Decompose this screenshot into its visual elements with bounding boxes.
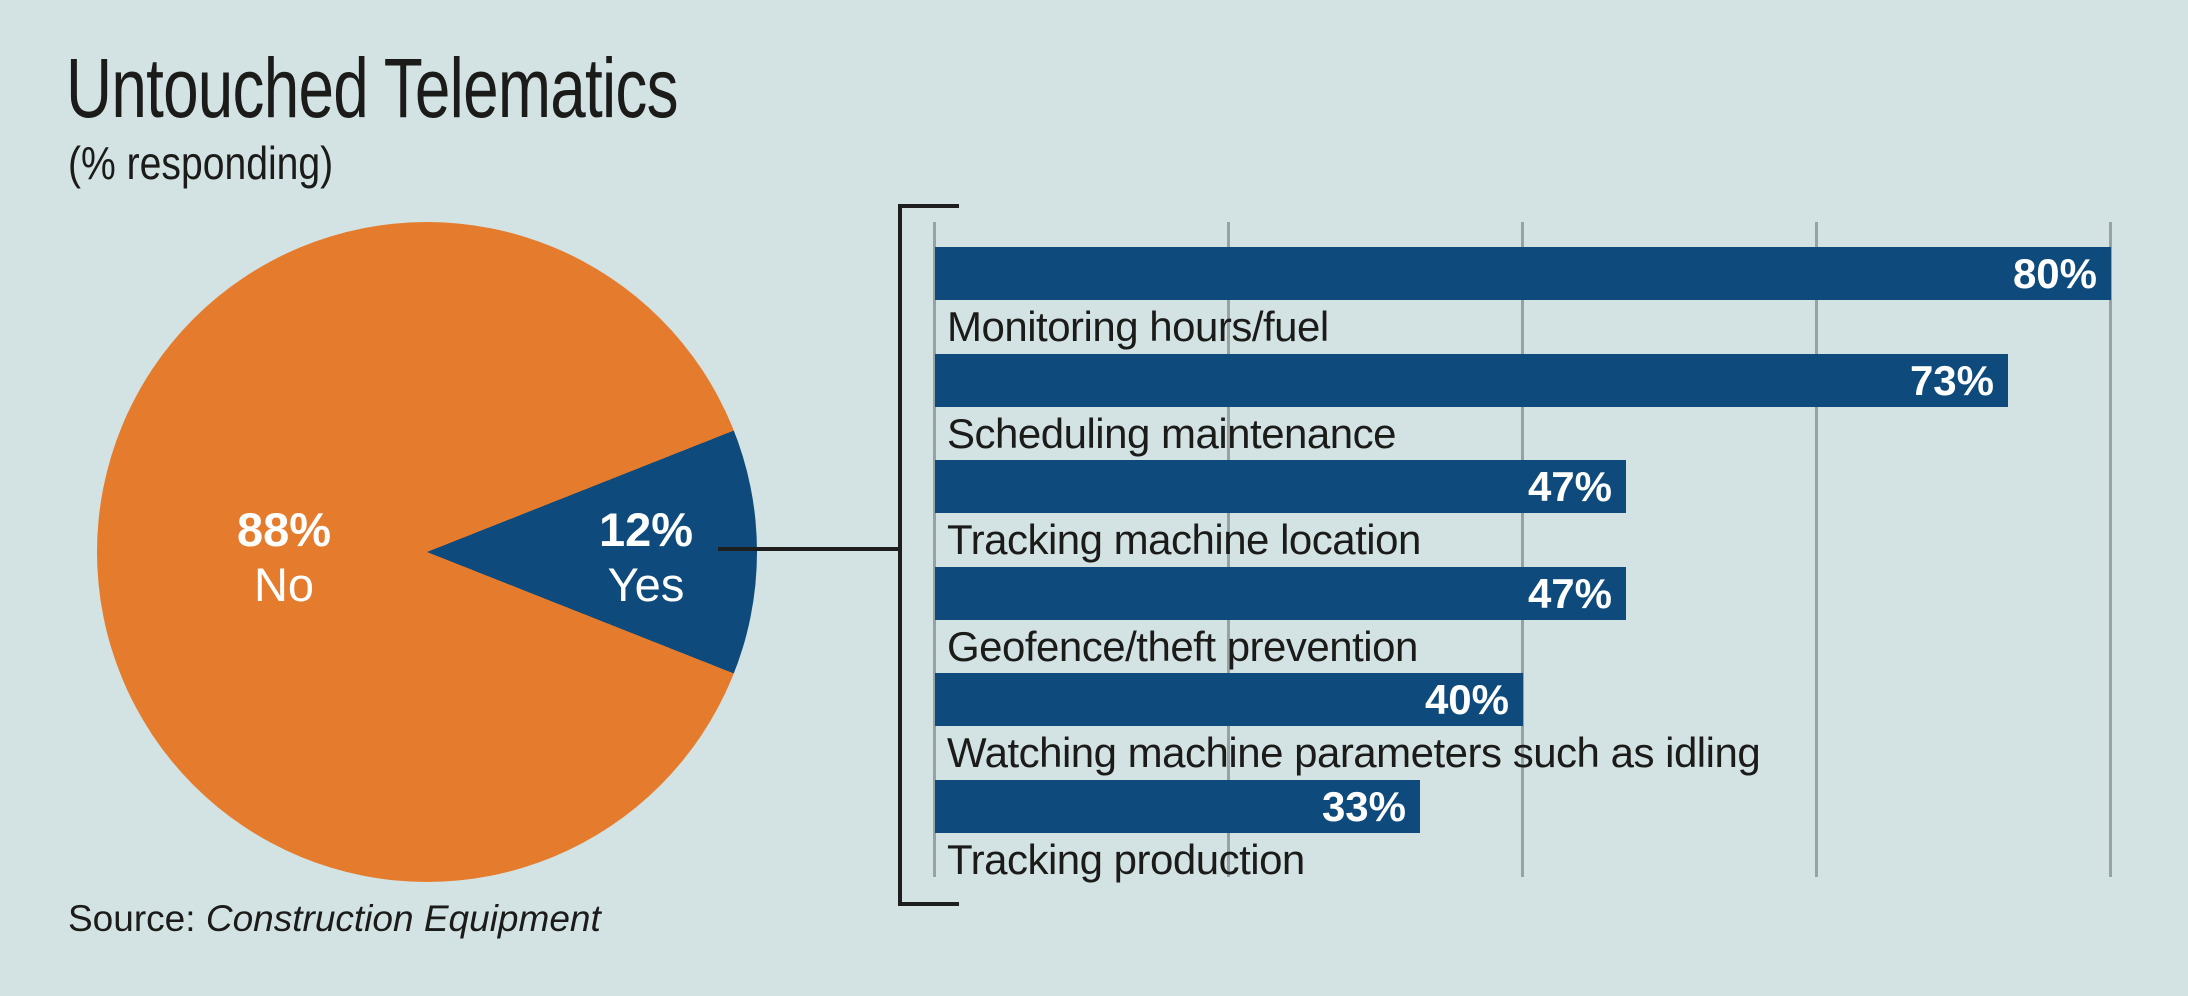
bracket (898, 204, 959, 906)
chart-title: Untouched Telematics (66, 41, 678, 135)
bar: 73% (935, 354, 2008, 407)
bar: 47% (935, 567, 1626, 620)
connector-line (718, 547, 900, 551)
bar: 47% (935, 460, 1626, 513)
pie-slice-label-no: No (253, 558, 315, 611)
gridline-40pct (1521, 222, 1524, 877)
gridline-80pct (2109, 222, 2112, 877)
source-note: Source: Construction Equipment (68, 896, 601, 942)
pie-slice-label-yes: Yes (607, 558, 685, 611)
bar-category-label: Tracking production (947, 836, 1305, 883)
bar-category-label: Monitoring hours/fuel (947, 303, 1329, 350)
pie-chart (97, 222, 757, 882)
bar-value: 47% (1527, 570, 1612, 617)
bar: 33% (935, 780, 1420, 833)
bar: 80% (935, 247, 2111, 300)
bar-value: 47% (1527, 463, 1612, 510)
bar-value: 33% (1321, 783, 1406, 830)
bar: 40% (935, 673, 1523, 726)
chart-subtitle: (% responding) (68, 137, 334, 189)
gridline-60pct (1815, 222, 1818, 877)
bar-value: 40% (1424, 676, 1509, 723)
pie-label-no: 88% No (237, 502, 331, 612)
pie-value-yes: 12% (598, 503, 694, 556)
pie-label-yes: 12% Yes (599, 502, 693, 612)
source-publication: Construction Equipment (205, 898, 601, 939)
bar-category-label: Scheduling maintenance (947, 410, 1397, 457)
gridline-0pct (933, 222, 936, 877)
gridline-20pct (1227, 222, 1230, 877)
bar-value: 73% (1909, 357, 1994, 404)
bar-category-label: Tracking machine location (947, 516, 1421, 563)
bar-category-label: Watching machine parameters such as idli… (947, 729, 1761, 776)
pie-value-no: 88% (236, 503, 332, 556)
source-prefix: Source: (68, 898, 196, 939)
bar-value: 80% (2012, 250, 2097, 297)
bar-category-label: Geofence/theft prevention (947, 623, 1418, 670)
